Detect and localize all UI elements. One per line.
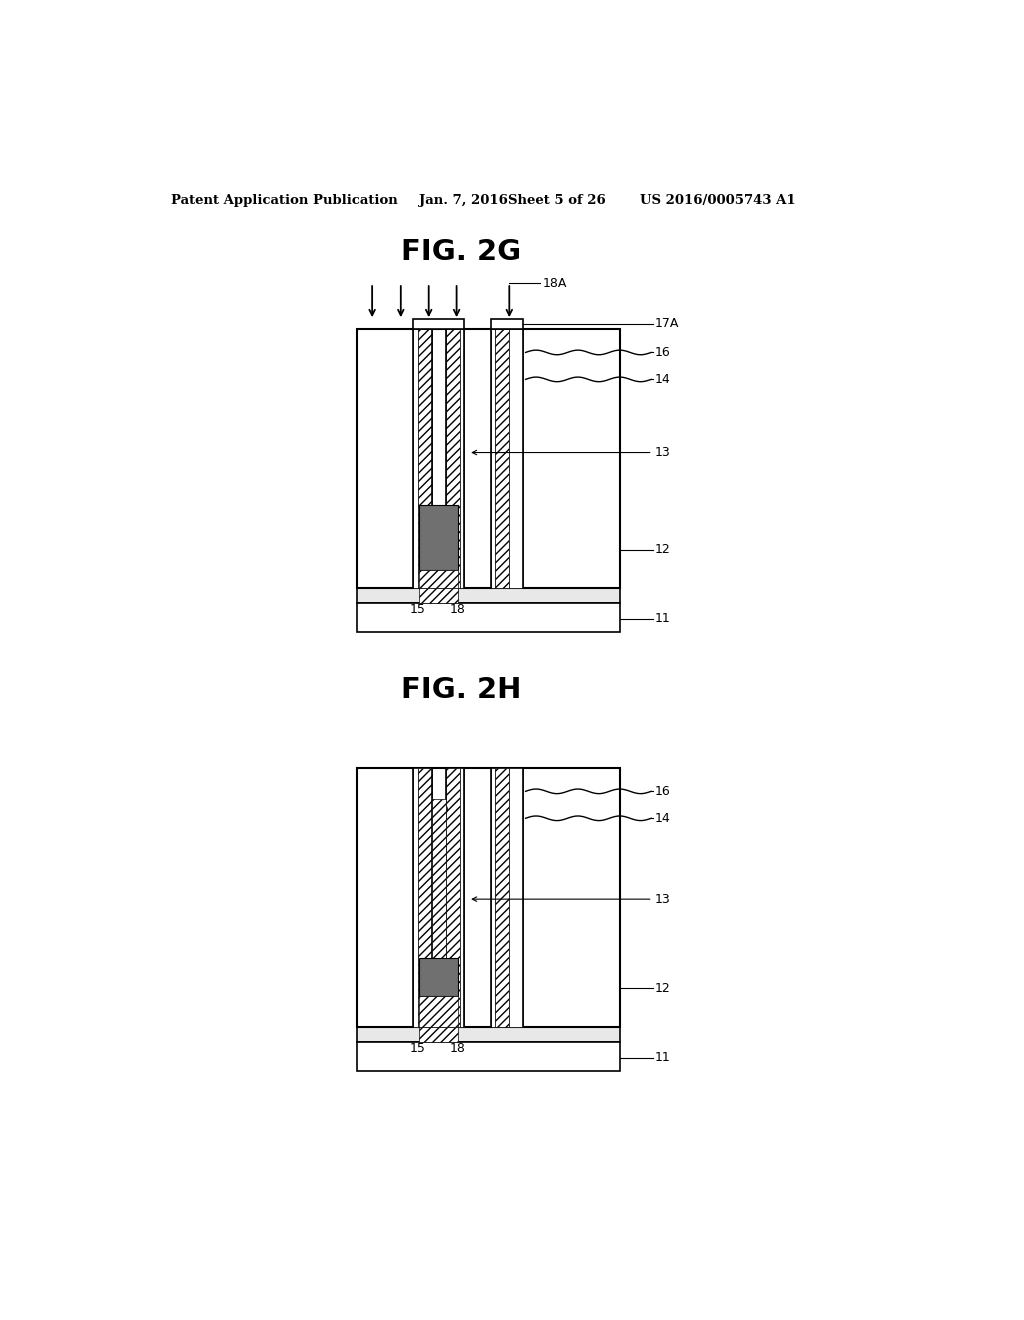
Bar	[490, 330, 496, 589]
Text: 15: 15	[410, 1041, 426, 1055]
Bar	[418, 330, 432, 589]
Text: 11: 11	[655, 612, 671, 626]
Text: Sheet 5 of 26: Sheet 5 of 26	[508, 194, 605, 207]
Bar	[356, 603, 621, 632]
Bar	[420, 589, 458, 603]
Text: FIG. 2H: FIG. 2H	[401, 676, 521, 704]
Bar	[460, 330, 464, 589]
Text: Jan. 7, 2016: Jan. 7, 2016	[419, 194, 508, 207]
Bar	[420, 997, 458, 1027]
Bar	[509, 768, 523, 1027]
Text: 16: 16	[655, 346, 671, 359]
Text: 19: 19	[434, 804, 450, 817]
Bar	[414, 318, 464, 330]
Bar	[356, 330, 621, 589]
Text: 18: 18	[450, 603, 466, 616]
Bar	[509, 330, 523, 589]
Bar	[414, 330, 418, 589]
Text: 11: 11	[655, 1051, 671, 1064]
Text: 14: 14	[655, 812, 671, 825]
Bar	[420, 1027, 458, 1043]
Bar	[420, 570, 458, 589]
Bar	[414, 768, 418, 1027]
Bar	[490, 318, 523, 330]
Bar	[445, 330, 460, 589]
Bar	[496, 768, 509, 1027]
Bar	[356, 1043, 621, 1071]
Bar	[418, 768, 432, 1027]
Text: 18: 18	[450, 1041, 466, 1055]
Text: 13: 13	[655, 892, 671, 906]
Bar	[445, 768, 460, 1027]
Bar	[420, 958, 458, 997]
Bar	[490, 768, 496, 1027]
Text: 12: 12	[655, 543, 671, 556]
Bar	[496, 330, 509, 589]
Bar	[356, 1027, 621, 1043]
Bar	[432, 799, 445, 958]
Bar	[460, 768, 464, 1027]
Text: Patent Application Publication: Patent Application Publication	[171, 194, 397, 207]
Bar	[356, 768, 621, 1027]
Text: 18A: 18A	[543, 277, 567, 289]
Bar	[420, 506, 458, 570]
Text: 13: 13	[655, 446, 671, 459]
Text: US 2016/0005743 A1: US 2016/0005743 A1	[640, 194, 795, 207]
Text: FIG. 2G: FIG. 2G	[401, 239, 521, 267]
Bar	[356, 589, 621, 603]
Text: 12: 12	[655, 982, 671, 995]
Text: 17A: 17A	[655, 317, 679, 330]
Text: 15: 15	[410, 603, 426, 616]
Text: 16: 16	[655, 785, 671, 797]
Text: 14: 14	[655, 372, 671, 385]
